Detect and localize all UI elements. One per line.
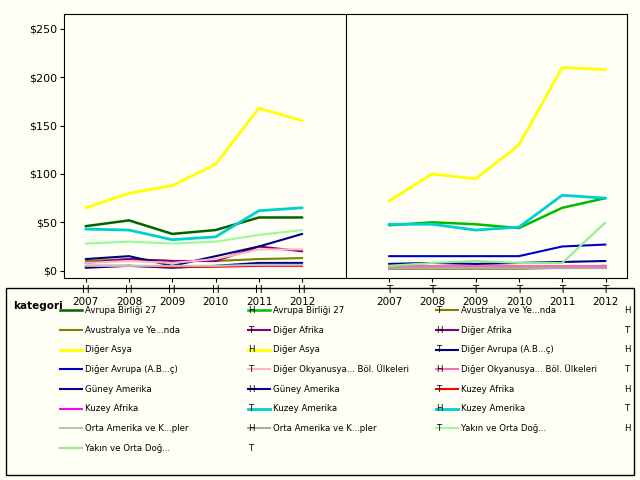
Text: T: T (249, 365, 254, 374)
Text: Güney Amerika: Güney Amerika (85, 384, 152, 394)
Text: H: H (436, 325, 442, 335)
Text: H: H (248, 384, 254, 394)
Text: H: H (248, 345, 254, 354)
Text: Diğer Afrika: Diğer Afrika (273, 325, 324, 335)
Text: Avustralya ve Ye...nda: Avustralya ve Ye...nda (85, 325, 180, 335)
Text: Kuzey Amerika: Kuzey Amerika (273, 404, 337, 413)
Text: Kuzey Amerika: Kuzey Amerika (461, 404, 525, 413)
Text: T: T (437, 424, 442, 433)
Text: Orta Amerika ve K...pler: Orta Amerika ve K...pler (273, 424, 376, 433)
Text: Diğer Asya: Diğer Asya (85, 345, 132, 354)
Text: Avrupa Birliği 27: Avrupa Birliği 27 (85, 306, 156, 315)
Text: Orta Amerika ve K...pler: Orta Amerika ve K...pler (85, 424, 188, 433)
Text: Diğer Avrupa (A.B...ç): Diğer Avrupa (A.B...ç) (85, 365, 177, 374)
Text: H: H (624, 424, 630, 433)
Text: H: H (248, 306, 254, 315)
Text: Kuzey Afrika: Kuzey Afrika (85, 404, 138, 413)
Text: T: T (437, 384, 442, 394)
Text: T: T (249, 325, 254, 335)
Text: Avustralya ve Ye...nda: Avustralya ve Ye...nda (461, 306, 556, 315)
Text: H: H (248, 424, 254, 433)
Text: T: T (625, 325, 630, 335)
Text: T: T (249, 444, 254, 453)
Text: Avrupa Birliği 27: Avrupa Birliği 27 (273, 306, 344, 315)
Text: T: T (625, 404, 630, 413)
Text: Kuzey Afrika: Kuzey Afrika (461, 384, 515, 394)
Text: H: H (436, 404, 442, 413)
Text: Güney Amerika: Güney Amerika (273, 384, 340, 394)
Text: H: H (624, 384, 630, 394)
Text: Diğer Afrika: Diğer Afrika (461, 325, 512, 335)
Text: Yakın ve Orta Doğ...: Yakın ve Orta Doğ... (85, 444, 170, 453)
Text: T: T (625, 365, 630, 374)
Text: kategori: kategori (13, 301, 63, 311)
Text: Diğer Asya: Diğer Asya (273, 345, 320, 354)
Text: H: H (624, 306, 630, 315)
Text: H: H (436, 365, 442, 374)
Text: T: T (437, 306, 442, 315)
Text: H: H (624, 345, 630, 354)
Text: Diğer Avrupa (A.B...ç): Diğer Avrupa (A.B...ç) (461, 345, 554, 354)
Text: Yakın ve Orta Doğ...: Yakın ve Orta Doğ... (461, 424, 547, 433)
Text: T: T (249, 404, 254, 413)
Text: Diğer Okyanusya... Böl. Ülkeleri: Diğer Okyanusya... Böl. Ülkeleri (461, 364, 597, 374)
Text: T: T (437, 345, 442, 354)
Text: Diğer Okyanusya... Böl. Ülkeleri: Diğer Okyanusya... Böl. Ülkeleri (273, 364, 409, 374)
